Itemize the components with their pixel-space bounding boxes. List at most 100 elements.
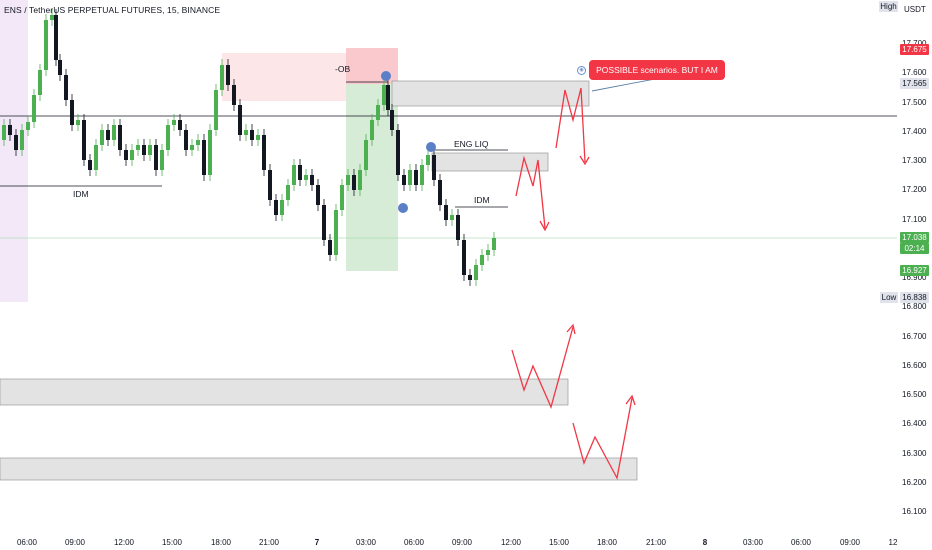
candle-body <box>456 215 460 240</box>
candle-body <box>124 150 128 160</box>
candle-body <box>88 160 92 170</box>
candle-body <box>396 130 400 175</box>
time-tick: 03:00 <box>742 538 764 547</box>
time-tick: 18:00 <box>596 538 618 547</box>
price-tick: 17.600 <box>902 68 927 78</box>
candle-body <box>256 135 260 140</box>
candle-body <box>444 205 448 220</box>
scenario-arrow-3 <box>511 323 576 409</box>
price-tick: 16.200 <box>902 477 927 487</box>
candle-body <box>298 165 302 180</box>
ob-label: -OB <box>335 64 351 74</box>
time-tick: 15:00 <box>548 538 570 547</box>
candle-body <box>274 200 278 215</box>
demand-box-1 <box>0 378 569 406</box>
candle-body <box>64 75 68 100</box>
candle-body <box>426 155 430 165</box>
bearish-ob-core <box>346 48 398 86</box>
candle-body <box>414 170 418 185</box>
scenario-note[interactable]: POSSIBLE scenarios. BUT I AM HERE <box>589 60 725 95</box>
candle-body <box>286 185 290 200</box>
supply-box-mid <box>431 152 549 172</box>
low-price-tag: 16.838 <box>900 292 929 303</box>
candle-body <box>250 130 254 140</box>
low-label: Low <box>880 292 898 303</box>
candle-body <box>130 150 134 160</box>
time-tick: 12:00 <box>113 538 135 547</box>
time-tick: 06:00 <box>790 538 812 547</box>
candle-body <box>172 120 176 125</box>
time-tick: 21:00 <box>645 538 667 547</box>
candle-body <box>26 122 30 130</box>
price-tick: 16.700 <box>902 331 927 341</box>
candle-body <box>136 145 140 150</box>
candle-body <box>58 60 62 75</box>
time-tick: 12 <box>888 538 898 547</box>
time-tick: 03:00 <box>355 538 377 547</box>
eng-liq-label: ENG LIQ <box>454 139 489 149</box>
candle-body <box>118 125 122 150</box>
candle-body <box>480 255 484 265</box>
price-tick: 16.100 <box>902 507 927 516</box>
time-tick: 15:00 <box>161 538 183 547</box>
candle-body <box>402 175 406 185</box>
candle-body <box>432 155 436 180</box>
candle-body <box>486 250 490 255</box>
candle-body <box>82 120 86 160</box>
marker-circle-eng-liq <box>426 142 436 152</box>
session-highlight <box>0 0 28 302</box>
time-tick: 12:00 <box>500 538 522 547</box>
candle-body <box>50 15 54 20</box>
price-tick: 16.300 <box>902 448 927 458</box>
candle-body <box>226 65 230 85</box>
price-tick: 17.200 <box>902 185 927 195</box>
candle-body <box>268 170 272 200</box>
candle-body <box>208 130 212 175</box>
candle-body <box>346 175 350 185</box>
candle-body <box>280 200 284 215</box>
candle-body <box>232 85 236 105</box>
price-tick: 16.500 <box>902 390 927 399</box>
note-eye-icon[interactable]: ◉ <box>577 66 586 75</box>
price-tick: 17.100 <box>902 214 927 224</box>
candle-body <box>390 110 394 130</box>
candle-body <box>184 130 188 150</box>
candle-body <box>370 120 374 140</box>
candle-body <box>76 120 80 125</box>
candle-body <box>262 135 266 170</box>
candle-body <box>492 238 496 250</box>
time-tick: 09:00 <box>451 538 473 547</box>
candle-body <box>364 140 368 170</box>
price-tick: 16.900 <box>902 273 927 282</box>
candle-body <box>94 145 98 170</box>
marker-circle-top <box>381 71 391 81</box>
candle-body <box>322 205 326 240</box>
box-price-tag: 17.565 <box>900 78 929 89</box>
candle-body <box>196 140 200 145</box>
candle-body <box>474 265 478 280</box>
candle-body <box>32 95 36 122</box>
candle-body <box>70 100 74 125</box>
candles <box>2 9 496 286</box>
last-price-tag: 17.038 <box>900 232 929 243</box>
chart-title: ENS / TetherUS PERPETUAL FUTURES, 15, BI… <box>4 5 221 15</box>
candle-body <box>2 125 6 140</box>
countdown-tag: 02:14 <box>900 243 929 254</box>
time-tick: 8 <box>702 538 708 547</box>
demand-box-2 <box>0 457 638 481</box>
candle-body <box>238 105 242 135</box>
candle-body <box>20 130 24 150</box>
candle-body <box>334 210 338 255</box>
idm-right-label: IDM <box>474 195 490 205</box>
candle-body <box>14 135 18 150</box>
time-tick: 06:00 <box>16 538 38 547</box>
candle-body <box>190 145 194 150</box>
supply-box-upper <box>391 80 590 107</box>
candle-body <box>352 175 356 190</box>
green-price-tag: 16.927 <box>900 265 929 276</box>
candle-body <box>38 70 42 95</box>
time-tick: 18:00 <box>210 538 232 547</box>
candle-body <box>438 180 442 205</box>
price-tick: 17.400 <box>902 126 927 136</box>
